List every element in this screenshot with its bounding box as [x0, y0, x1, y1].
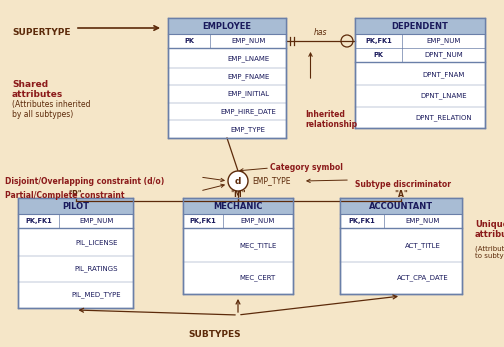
- Text: EMP_INITIAL: EMP_INITIAL: [227, 91, 269, 98]
- Text: PK: PK: [373, 52, 384, 58]
- Text: EMP_TYPE: EMP_TYPE: [252, 177, 290, 186]
- Bar: [183, 198, 293, 214]
- Text: MEC_CERT: MEC_CERT: [240, 274, 276, 281]
- Text: Partial/Complete constraint: Partial/Complete constraint: [5, 191, 124, 200]
- Text: DPNT_FNAM: DPNT_FNAM: [422, 71, 465, 78]
- Text: EMP_NUM: EMP_NUM: [406, 218, 440, 225]
- Text: DPNT_RELATION: DPNT_RELATION: [415, 114, 472, 121]
- Text: EMP_TYPE: EMP_TYPE: [231, 126, 266, 133]
- Text: Disjoint/Overlapping constraint (d/o): Disjoint/Overlapping constraint (d/o): [5, 177, 164, 186]
- Bar: [168, 18, 286, 138]
- Text: MECHANIC: MECHANIC: [213, 202, 263, 211]
- Text: has: has: [314, 28, 327, 37]
- Text: Unique
attributes: Unique attributes: [475, 220, 504, 239]
- Text: d: d: [235, 177, 241, 186]
- Text: DEPENDENT: DEPENDENT: [392, 22, 449, 31]
- Text: MEC_TITLE: MEC_TITLE: [239, 243, 277, 249]
- Text: SUBTYPES: SUBTYPES: [188, 330, 241, 339]
- Text: EMP_NUM: EMP_NUM: [426, 37, 461, 44]
- Text: (Attributes inherited
by all subtypes): (Attributes inherited by all subtypes): [12, 100, 91, 119]
- Text: SUPERTYPE: SUPERTYPE: [12, 28, 71, 37]
- Text: Category symbol: Category symbol: [270, 163, 343, 172]
- Text: "A": "A": [394, 190, 408, 199]
- Bar: [340, 198, 462, 294]
- Text: ACT_TITLE: ACT_TITLE: [405, 243, 441, 249]
- Text: "M": "M": [230, 190, 246, 199]
- Text: Shared
attributes: Shared attributes: [12, 80, 63, 99]
- Circle shape: [228, 171, 248, 191]
- Bar: [340, 198, 462, 214]
- Text: EMP_NUM: EMP_NUM: [79, 218, 113, 225]
- Text: (Attributes unique
to subtypes): (Attributes unique to subtypes): [475, 245, 504, 259]
- Text: Subtype discriminator: Subtype discriminator: [355, 180, 451, 189]
- Text: Inherited
relationship: Inherited relationship: [305, 110, 357, 129]
- Bar: [168, 18, 286, 34]
- Bar: [355, 18, 485, 128]
- Text: EMP_FNAME: EMP_FNAME: [227, 73, 270, 80]
- Text: PK,FK1: PK,FK1: [365, 38, 392, 44]
- Bar: [18, 198, 133, 308]
- Bar: [183, 198, 293, 294]
- Text: PIL_RATINGS: PIL_RATINGS: [75, 265, 118, 272]
- Text: DPNT_LNAME: DPNT_LNAME: [420, 93, 467, 99]
- Text: PK,FK1: PK,FK1: [25, 218, 52, 224]
- Text: EMP_NUM: EMP_NUM: [240, 218, 275, 225]
- Bar: [355, 18, 485, 34]
- Bar: [18, 198, 133, 214]
- Text: PK,FK1: PK,FK1: [349, 218, 375, 224]
- Text: DPNT_NUM: DPNT_NUM: [424, 52, 463, 58]
- Text: "P": "P": [69, 190, 82, 199]
- Text: PILOT: PILOT: [62, 202, 89, 211]
- Text: ACCOUNTANT: ACCOUNTANT: [369, 202, 433, 211]
- Text: PK,FK1: PK,FK1: [190, 218, 216, 224]
- Text: PIL_LICENSE: PIL_LICENSE: [75, 240, 117, 246]
- Text: EMP_LNAME: EMP_LNAME: [227, 56, 269, 62]
- Text: PK: PK: [184, 38, 194, 44]
- Text: PIL_MED_TYPE: PIL_MED_TYPE: [72, 291, 121, 298]
- Text: EMP_NUM: EMP_NUM: [231, 37, 266, 44]
- Text: EMPLOYEE: EMPLOYEE: [203, 22, 251, 31]
- Text: ACT_CPA_DATE: ACT_CPA_DATE: [397, 274, 449, 281]
- Text: EMP_HIRE_DATE: EMP_HIRE_DATE: [220, 108, 276, 115]
